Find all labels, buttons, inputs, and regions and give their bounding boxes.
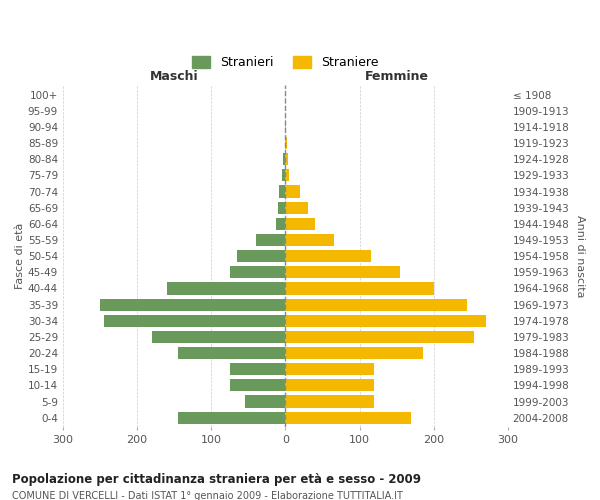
Bar	[104, 314, 286, 327]
Bar	[167, 282, 286, 294]
Y-axis label: Anni di nascita: Anni di nascita	[575, 215, 585, 298]
Bar	[286, 250, 371, 262]
Bar	[286, 380, 374, 392]
Bar	[286, 298, 467, 310]
Bar	[286, 331, 475, 343]
Bar	[237, 250, 286, 262]
Bar	[230, 266, 286, 278]
Bar	[286, 347, 422, 359]
Bar	[286, 396, 374, 407]
Bar	[152, 331, 286, 343]
Legend: Stranieri, Straniere: Stranieri, Straniere	[185, 50, 385, 76]
Bar	[286, 282, 434, 294]
Bar	[178, 347, 286, 359]
Bar	[178, 412, 286, 424]
Bar	[286, 266, 400, 278]
Bar	[100, 298, 286, 310]
Bar	[286, 170, 289, 181]
Text: Popolazione per cittadinanza straniera per età e sesso - 2009: Popolazione per cittadinanza straniera p…	[12, 472, 421, 486]
Bar	[286, 218, 315, 230]
Bar	[256, 234, 286, 246]
Bar	[286, 137, 287, 149]
Bar	[283, 170, 286, 181]
Text: Maschi: Maschi	[150, 70, 199, 82]
Text: COMUNE DI VERCELLI - Dati ISTAT 1° gennaio 2009 - Elaborazione TUTTITALIA.IT: COMUNE DI VERCELLI - Dati ISTAT 1° genna…	[12, 491, 403, 500]
Bar	[276, 218, 286, 230]
Bar	[230, 380, 286, 392]
Bar	[286, 234, 334, 246]
Bar	[286, 153, 287, 166]
Bar	[230, 363, 286, 376]
Bar	[286, 202, 308, 214]
Bar	[286, 412, 412, 424]
Bar	[286, 186, 300, 198]
Text: Femmine: Femmine	[365, 70, 428, 82]
Bar	[278, 202, 286, 214]
Bar	[286, 363, 374, 376]
Bar	[245, 396, 286, 407]
Y-axis label: Fasce di età: Fasce di età	[15, 223, 25, 290]
Bar	[278, 186, 286, 198]
Bar	[286, 314, 485, 327]
Bar	[283, 153, 286, 166]
